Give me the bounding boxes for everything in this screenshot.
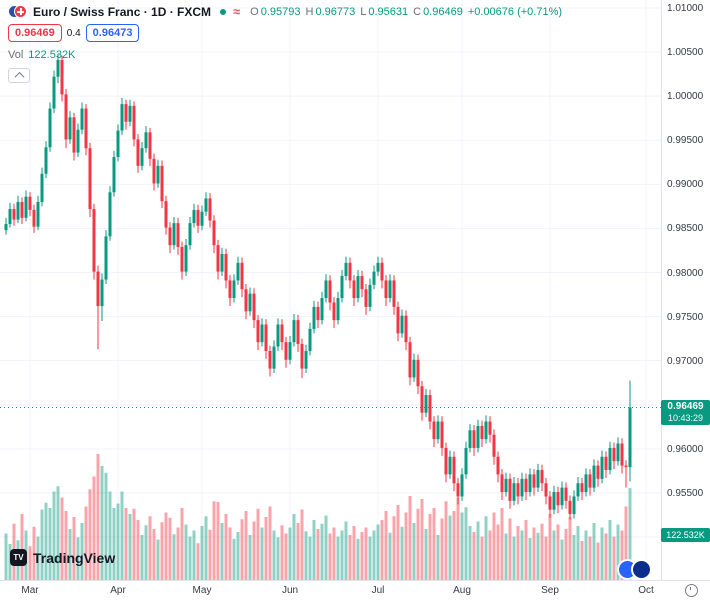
price-scale-label: 1.01000 [667,3,704,14]
time-scale-label: Apr [110,585,126,596]
volume-indicator-label[interactable]: Vol [8,49,24,61]
current-price-value: 0.96469 [667,401,704,413]
spread-value: 0.4 [66,27,81,39]
close-label: C [413,6,422,18]
ohlc-values: O 0.95793 H 0.96773 L 0.95631 C 0.96469 +0.0… [250,6,562,18]
candlesticks [4,53,632,520]
symbol-pair-logo-icon [8,5,28,19]
price-scale-label: 0.97000 [667,355,704,367]
bar-close-countdown: 10:43:29 [667,413,704,424]
collapse-legend-button[interactable] [8,68,30,83]
close-value: 0.96469 [423,6,463,18]
sell-price-button[interactable]: 0.96469 [8,24,62,42]
tradingview-logo-text: TradingView [33,549,116,566]
time-scale-label: Sep [541,585,559,596]
time-scale-label: Oct [638,585,654,596]
axis-corner-button[interactable] [684,583,698,597]
clock-icon [684,583,698,597]
floating-action-buttons[interactable] [617,559,652,580]
tradingview-logo[interactable]: TV TradingView [10,549,115,566]
time-axis[interactable]: Mar Apr May Jun Jul Aug Sep Oct [0,580,710,601]
volume-indicator-value: 122.532K [28,49,76,61]
chart-legend: Euro / Swiss Franc · 1D · FXCM ≈ O 0.9579… [8,5,562,83]
open-label: O [250,6,259,18]
fab-circle-navy[interactable] [631,559,652,580]
price-scale-label: 0.98500 [667,223,704,235]
current-price-badge: 0.96469 10:43:29 [661,400,710,426]
time-scale-label: Jul [371,585,385,596]
price-scale-label: 0.96000 [667,443,704,455]
price-scale-label: 0.98000 [667,267,704,279]
price-scale-label: 1.00500 [667,47,704,59]
price-scale-label: 0.99500 [667,135,704,147]
chevron-up-icon [14,71,24,82]
time-scale-label: Mar [21,585,39,596]
price-axis[interactable]: 1.01000 1.00500 1.00000 0.99500 0.99000 0.985… [661,0,710,580]
high-label: H [305,6,314,18]
change-value: +0.00676 (+0.71%) [467,6,563,18]
buy-price-button[interactable]: 0.96473 [85,24,140,42]
price-scale-label: 0.97500 [667,311,704,323]
time-scale-label: Aug [453,585,471,596]
market-open-status-icon[interactable] [220,9,227,15]
delayed-data-icon[interactable]: ≈ [233,4,241,19]
price-scale-label: 1.00000 [667,91,704,103]
volume-value-badge: 122.532K [661,528,710,542]
time-scale-label: Jun [281,585,299,596]
price-scale-label: 0.95500 [667,487,704,499]
open-value: 0.95793 [260,6,301,18]
price-chart-canvas[interactable] [0,0,661,580]
price-scale-label: 0.99000 [667,179,704,191]
low-value: 0.95631 [368,6,409,18]
symbol-title[interactable]: Euro / Swiss Franc · 1D · FXCM [33,5,212,19]
tradingview-logo-icon: TV [10,549,27,566]
low-label: L [360,6,367,18]
time-scale-label: May [192,585,212,596]
high-value: 0.96773 [315,6,356,18]
